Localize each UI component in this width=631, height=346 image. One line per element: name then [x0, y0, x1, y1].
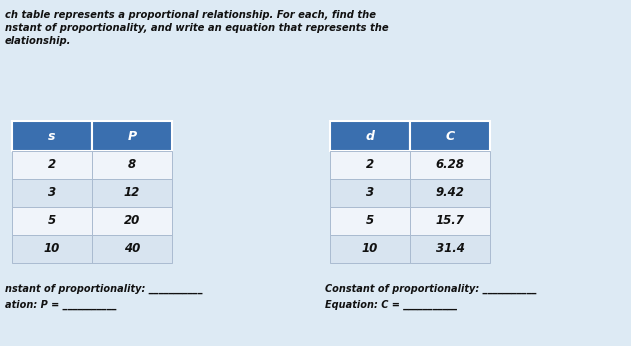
Bar: [92, 151, 172, 179]
Bar: [330, 121, 410, 151]
Bar: [12, 207, 92, 235]
Bar: [92, 207, 172, 235]
Bar: [410, 179, 490, 207]
Text: 15.7: 15.7: [435, 215, 464, 228]
Text: 5: 5: [366, 215, 374, 228]
Bar: [410, 207, 490, 235]
Text: nstant of proportionality, and write an equation that represents the: nstant of proportionality, and write an …: [5, 23, 389, 33]
Bar: [12, 151, 92, 179]
Text: 3: 3: [48, 186, 56, 200]
Text: 12: 12: [124, 186, 140, 200]
Text: ch table represents a proportional relationship. For each, find the: ch table represents a proportional relat…: [5, 10, 376, 20]
Text: 8: 8: [128, 158, 136, 172]
Bar: [330, 179, 410, 207]
Bar: [330, 151, 410, 179]
Text: 20: 20: [124, 215, 140, 228]
Text: 9.42: 9.42: [435, 186, 464, 200]
Text: P: P: [127, 129, 136, 143]
Bar: [330, 207, 410, 235]
Text: s: s: [48, 129, 56, 143]
Bar: [330, 235, 410, 263]
Bar: [410, 235, 490, 263]
Bar: [410, 121, 490, 151]
Text: 5: 5: [48, 215, 56, 228]
Text: 31.4: 31.4: [435, 243, 464, 255]
Text: ation: P = ___________: ation: P = ___________: [5, 300, 116, 310]
Bar: [12, 179, 92, 207]
Text: 2: 2: [366, 158, 374, 172]
Text: C: C: [445, 129, 454, 143]
Bar: [92, 121, 172, 151]
Text: d: d: [365, 129, 375, 143]
Bar: [12, 235, 92, 263]
Text: Constant of proportionality: ___________: Constant of proportionality: ___________: [325, 284, 536, 294]
Text: elationship.: elationship.: [5, 36, 71, 46]
Text: 3: 3: [366, 186, 374, 200]
Text: 10: 10: [362, 243, 378, 255]
Text: 2: 2: [48, 158, 56, 172]
Bar: [410, 151, 490, 179]
Text: nstant of proportionality: ___________: nstant of proportionality: ___________: [5, 284, 203, 294]
Text: 40: 40: [124, 243, 140, 255]
Text: 10: 10: [44, 243, 60, 255]
Bar: [12, 121, 92, 151]
Text: 6.28: 6.28: [435, 158, 464, 172]
Text: Equation: C = ___________: Equation: C = ___________: [325, 300, 457, 310]
Bar: [92, 235, 172, 263]
Bar: [92, 179, 172, 207]
